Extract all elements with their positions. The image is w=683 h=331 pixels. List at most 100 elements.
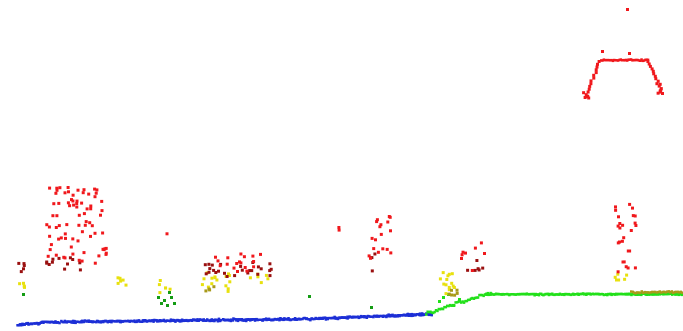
- point: [640, 290, 643, 293]
- point: [639, 291, 642, 295]
- point: [112, 320, 116, 323]
- point: [104, 246, 108, 250]
- point: [104, 252, 108, 256]
- point: [216, 259, 220, 263]
- point: [661, 92, 664, 95]
- point: [639, 59, 642, 62]
- point: [324, 318, 328, 321]
- point: [248, 269, 252, 272]
- point: [52, 202, 56, 206]
- point: [251, 318, 254, 321]
- point: [630, 290, 633, 293]
- point: [213, 276, 217, 280]
- point: [50, 260, 54, 264]
- point: [77, 223, 81, 227]
- point: [634, 224, 638, 227]
- point: [124, 283, 128, 287]
- point: [252, 260, 256, 263]
- point: [617, 215, 620, 219]
- point: [652, 72, 656, 76]
- point: [636, 58, 639, 62]
- point: [156, 319, 159, 322]
- point: [253, 319, 257, 322]
- point: [618, 58, 621, 62]
- point: [89, 234, 92, 238]
- point: [203, 263, 207, 267]
- point: [618, 226, 622, 230]
- point: [165, 232, 169, 236]
- point: [227, 272, 230, 276]
- point: [386, 220, 390, 224]
- point: [614, 205, 617, 209]
- point: [383, 315, 386, 318]
- point: [584, 93, 588, 97]
- point: [645, 58, 648, 61]
- point: [90, 224, 94, 228]
- point: [168, 287, 172, 291]
- point: [451, 284, 455, 288]
- point: [48, 321, 52, 324]
- point: [215, 318, 219, 322]
- point: [317, 317, 320, 321]
- point: [679, 290, 682, 294]
- point: [396, 315, 399, 318]
- point: [646, 58, 650, 62]
- point: [452, 304, 455, 307]
- point: [680, 293, 683, 297]
- point: [149, 319, 152, 323]
- point: [236, 270, 239, 273]
- point: [268, 262, 272, 266]
- point: [646, 60, 650, 63]
- point: [429, 310, 432, 313]
- point: [72, 321, 75, 324]
- point: [22, 281, 25, 285]
- point: [245, 318, 248, 321]
- point: [77, 258, 81, 262]
- point: [163, 299, 166, 302]
- point: [398, 314, 402, 317]
- point: [628, 58, 632, 61]
- point: [172, 319, 176, 323]
- point: [66, 186, 70, 189]
- point: [486, 291, 490, 295]
- point: [473, 246, 477, 250]
- point: [76, 188, 80, 192]
- point: [326, 316, 330, 320]
- point: [430, 311, 434, 314]
- point: [117, 319, 120, 323]
- point: [82, 212, 86, 216]
- point: [76, 239, 80, 243]
- point: [95, 188, 99, 192]
- point: [469, 297, 473, 300]
- point: [667, 290, 670, 293]
- point: [641, 59, 645, 63]
- point: [80, 230, 84, 234]
- point: [669, 291, 672, 294]
- ground-points: [16, 312, 433, 327]
- point: [601, 59, 604, 62]
- point: [89, 207, 93, 211]
- point: [436, 309, 439, 313]
- point: [447, 292, 451, 296]
- point: [657, 84, 661, 88]
- point: [601, 50, 604, 53]
- point: [442, 282, 446, 286]
- point: [621, 223, 625, 227]
- point: [48, 186, 52, 190]
- point: [70, 321, 73, 324]
- point: [55, 188, 59, 192]
- point: [430, 313, 433, 317]
- point: [450, 288, 453, 292]
- point: [589, 82, 593, 86]
- point: [460, 257, 463, 260]
- point: [48, 248, 52, 252]
- point: [373, 314, 377, 318]
- point: [376, 250, 380, 254]
- point: [226, 318, 230, 321]
- point: [113, 320, 117, 323]
- point: [89, 320, 93, 323]
- point: [69, 245, 73, 249]
- point: [389, 229, 392, 233]
- point: [473, 268, 477, 272]
- point: [251, 254, 255, 258]
